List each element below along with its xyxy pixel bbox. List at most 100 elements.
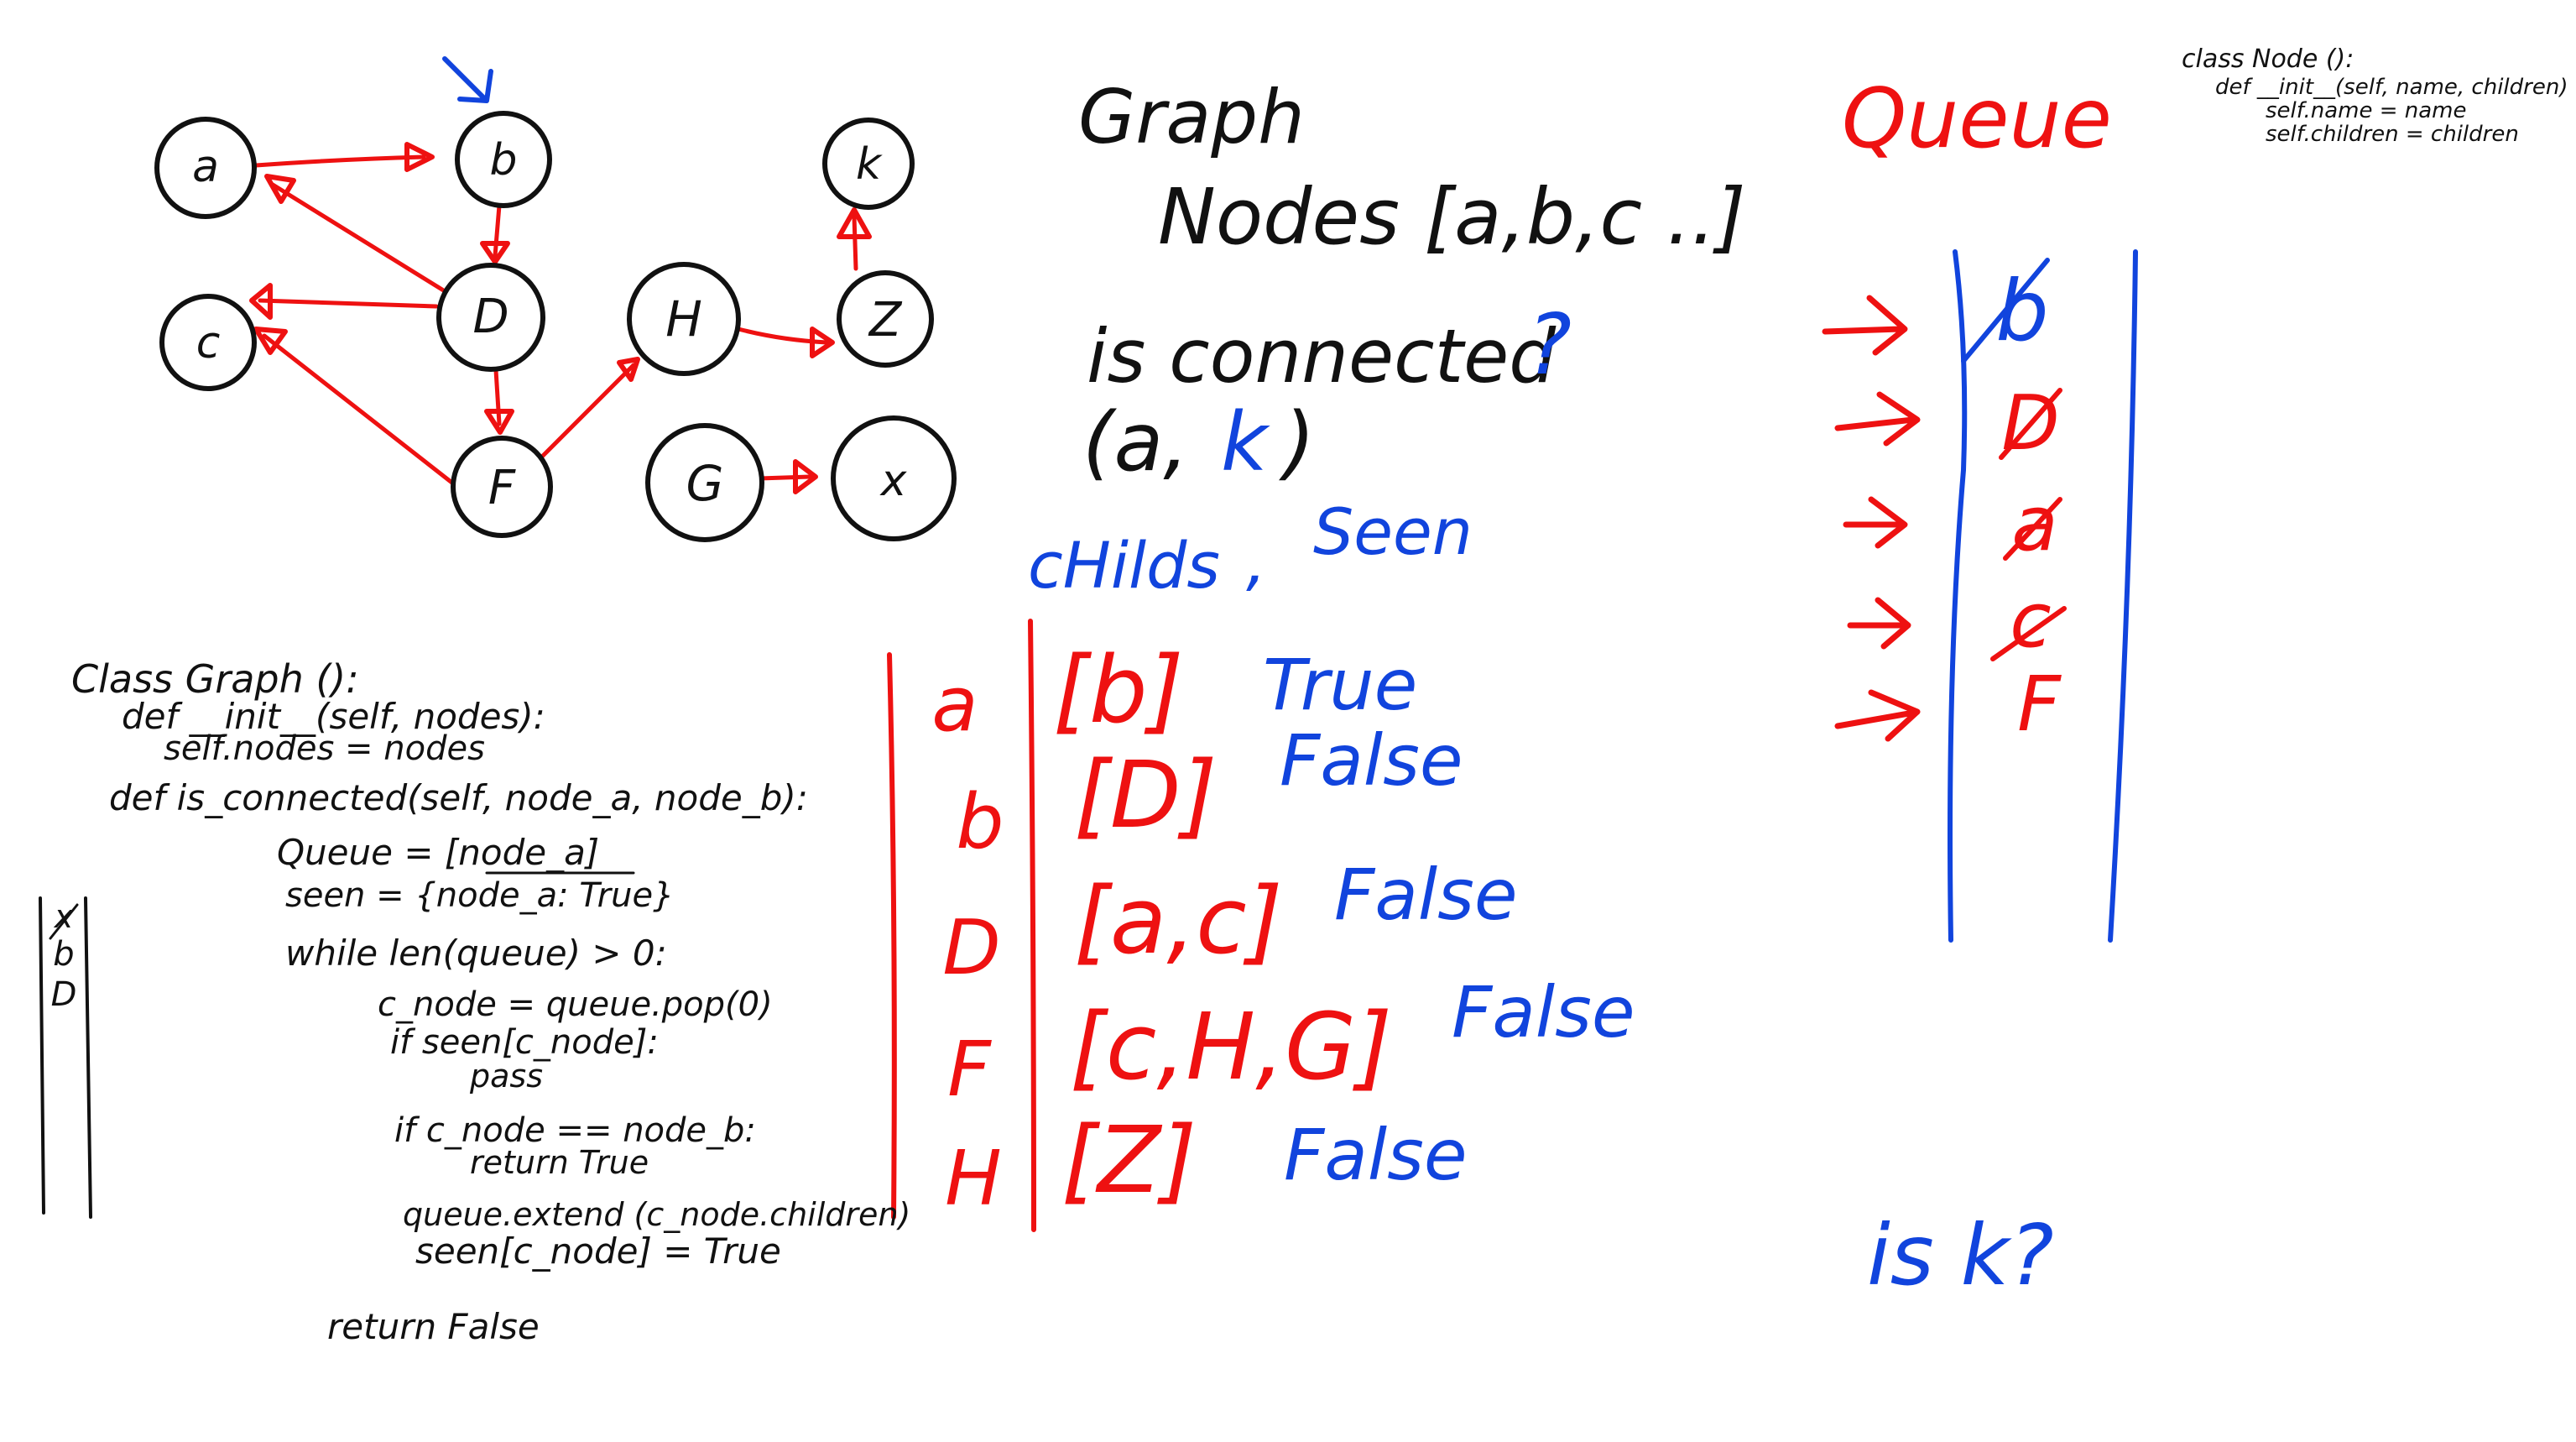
edge-H-Z	[736, 327, 829, 345]
graph-nodes: a b k c D H Z	[154, 111, 957, 542]
node-x-label: x	[879, 456, 908, 506]
node-H: H	[627, 262, 741, 376]
stack-item-strike	[49, 903, 79, 940]
edge-F-H-head	[617, 357, 640, 382]
graph-edges	[249, 142, 872, 494]
stack-item: b	[53, 935, 74, 974]
code-line: seen[c_node] = True	[415, 1230, 781, 1272]
edge-F-c-head	[253, 327, 288, 355]
node-a: a	[154, 117, 257, 219]
queue-panel: Queue b D a c F is k?	[1822, 71, 2138, 1304]
table-header-childs: cHilds	[1028, 528, 1220, 603]
code-line: if seen[c_node]:	[390, 1023, 659, 1062]
code-line: self.nodes = nodes	[164, 729, 485, 768]
stack-right-wall	[84, 896, 92, 1219]
childs-seen-table: cHilds , Seen a [b] True b [D] False D […	[887, 494, 1635, 1232]
node-class-line-2: def __init__(self, name, children)	[2215, 75, 2568, 100]
queue-item: F	[2017, 661, 2062, 749]
notes-args-k: k	[1221, 395, 1270, 489]
node-b-label: b	[489, 135, 517, 185]
queue-item-strike	[1990, 606, 2067, 661]
code-line: def is_connected(self, node_a, node_b):	[109, 777, 808, 818]
node-G: G	[645, 423, 764, 542]
edge-G-x-head	[793, 459, 818, 494]
stack-item: D	[51, 975, 77, 1014]
table-row-children: [b]	[1053, 636, 1184, 744]
edge-D-F-head	[484, 409, 514, 435]
table-row-node: D	[942, 904, 1000, 992]
graph-diagram: a b k c D H Z	[154, 56, 957, 542]
code-line: pass	[469, 1058, 543, 1095]
queue-item-strike	[1999, 388, 2062, 460]
table-row-seen: False	[1452, 971, 1635, 1053]
node-x: x	[831, 415, 957, 541]
node-D-label: D	[472, 290, 508, 344]
table-row-node: F	[947, 1026, 992, 1114]
edge-F-c	[262, 333, 460, 489]
queue-top-slash	[1961, 258, 2050, 363]
notes-nodes-line: Nodes [a,b,c ..]	[1158, 172, 1746, 262]
node-a-label: a	[192, 142, 219, 192]
table-row-children: [a,c]	[1074, 867, 1283, 974]
start-marker-arrow	[442, 56, 493, 103]
node-k: k	[822, 118, 915, 210]
code-line: Class Graph ():	[71, 656, 359, 702]
queue-pointer-3	[1843, 496, 1908, 549]
node-class-line-4: self.children = children	[2266, 122, 2519, 147]
edge-D-a-head	[264, 174, 296, 204]
code-line: return False	[327, 1306, 540, 1347]
queue-left-wall	[1948, 249, 1968, 943]
node-Z: Z	[837, 270, 934, 368]
table-row-children: [D]	[1074, 741, 1218, 849]
queue-pointer-arrows	[1822, 295, 1921, 742]
notes-title: Graph	[1078, 74, 1305, 160]
table-row: b [D] False	[956, 719, 1463, 866]
table-row-node: H	[945, 1135, 1002, 1223]
table-divider	[1028, 619, 1036, 1232]
table-header-comma: ,	[1246, 524, 1266, 598]
graph-notes: Graph Nodes [a,b,c ..] is connected ? (a…	[1078, 74, 1746, 489]
queue-items: b D a c F	[1990, 262, 2067, 749]
table-row-seen: False	[1280, 719, 1463, 802]
edge-D-a	[270, 182, 451, 296]
table-row: F [c,H,G] False	[947, 971, 1635, 1114]
code-line: return True	[470, 1144, 649, 1181]
edge-b-D	[493, 203, 502, 259]
edge-D-c	[258, 298, 439, 309]
node-class-code: class Node (): def __init__(self, name, …	[2182, 44, 2568, 147]
queue-item-strike	[2003, 497, 2062, 561]
node-k-label: k	[856, 139, 883, 190]
notes-question: is connected	[1087, 313, 1557, 400]
notes-args-open: (a,	[1082, 395, 1189, 489]
table-left-rule	[887, 652, 897, 1220]
code-line: if c_node == node_b:	[394, 1111, 756, 1150]
table-row: H [Z] False	[945, 1106, 1467, 1223]
code-line: queue.extend (c_node.children)	[403, 1196, 910, 1233]
table-row-node: b	[956, 778, 1004, 866]
notes-question-mark: ?	[1527, 295, 1572, 394]
edge-Z-k-head	[837, 207, 872, 239]
queue-right-wall	[2108, 249, 2138, 943]
notes-args-close: )	[1279, 395, 1315, 489]
table-row-node: a	[931, 661, 978, 749]
node-Z-label: Z	[868, 293, 903, 347]
node-D: D	[436, 263, 545, 372]
node-H-label: H	[665, 290, 702, 347]
code-line: Queue = [node_a]	[277, 832, 599, 873]
table-row-seen: True	[1263, 644, 1417, 726]
stack-panel: x b D	[39, 896, 92, 1219]
code-line: c_node = queue.pop(0)	[378, 985, 773, 1024]
code-line: def __init__(self, nodes):	[122, 696, 545, 737]
edge-F-H	[539, 363, 636, 460]
table-header-seen: Seen	[1313, 494, 1473, 569]
code-line: seen = {node_a: True}	[285, 876, 675, 915]
table-row-children: [Z]	[1061, 1106, 1197, 1214]
edge-H-Z-head	[810, 327, 835, 358]
node-c-label: c	[196, 318, 221, 368]
edge-G-x	[757, 474, 812, 481]
graph-class-code: Class Graph (): def __init__(self, nodes…	[71, 656, 910, 1347]
queue-check: is k?	[1867, 1206, 2054, 1304]
stack-left-wall	[39, 896, 45, 1215]
table-row: D [a,c] False	[942, 854, 1517, 992]
